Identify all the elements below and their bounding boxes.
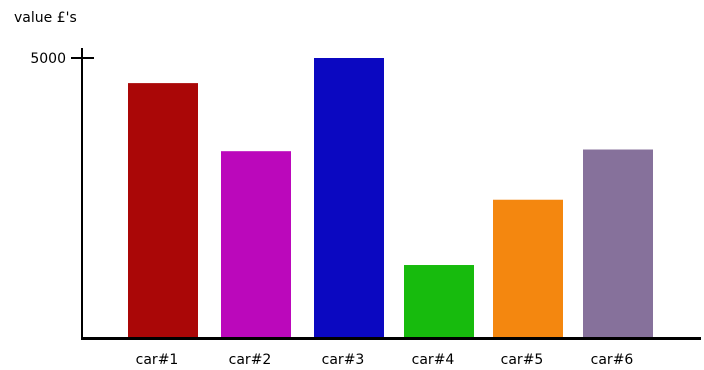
x-tick-label-car3: car#3 bbox=[322, 352, 365, 368]
bar-car2 bbox=[221, 151, 291, 337]
x-tick-label-car4: car#4 bbox=[412, 352, 455, 368]
x-tick-label-car5: car#5 bbox=[501, 352, 544, 368]
y-ticks-group: 5000 bbox=[30, 51, 94, 67]
bar-car5 bbox=[493, 199, 563, 337]
bar-car6 bbox=[583, 149, 653, 337]
x-tick-label-car1: car#1 bbox=[136, 352, 179, 368]
y-axis-label: value £'s bbox=[14, 10, 77, 26]
bar-car1 bbox=[128, 83, 198, 337]
x-tick-label-car2: car#2 bbox=[229, 352, 272, 368]
bar-car4 bbox=[404, 265, 474, 337]
y-tick-label-5000: 5000 bbox=[30, 51, 66, 67]
bars-group bbox=[128, 58, 653, 337]
x-tick-label-car6: car#6 bbox=[591, 352, 634, 368]
x-tick-labels-group: car#1 car#2 car#3 car#4 car#5 car#6 bbox=[136, 352, 634, 368]
bar-car3 bbox=[314, 58, 384, 337]
